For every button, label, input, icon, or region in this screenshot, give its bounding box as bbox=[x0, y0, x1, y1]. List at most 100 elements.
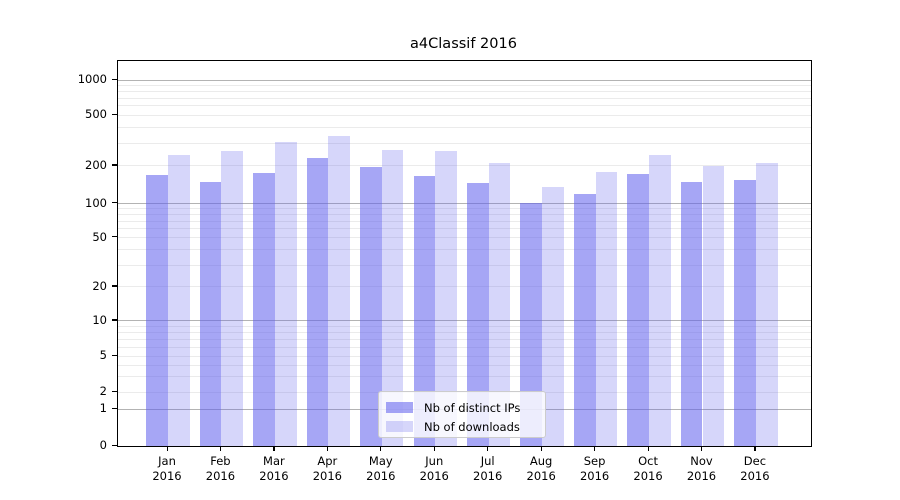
x-tick-mark bbox=[380, 446, 382, 451]
y-tick-mark bbox=[112, 164, 117, 166]
y-tick-label: 100 bbox=[85, 195, 107, 210]
gridline-minor bbox=[118, 214, 811, 216]
bar-nb-of-downloads-mar bbox=[274, 141, 297, 446]
y-tick-label: 10 bbox=[92, 312, 107, 327]
gridline-major bbox=[118, 320, 811, 322]
x-tick-mark bbox=[594, 446, 596, 451]
legend-entry-distinct-ips: Nb of distinct IPs bbox=[386, 398, 535, 417]
legend-swatch-distinct-ips bbox=[386, 402, 413, 413]
bar-nb-of-downloads-feb bbox=[221, 151, 244, 446]
gridline-minor bbox=[118, 220, 811, 222]
x-tick-mark bbox=[219, 446, 222, 451]
bar-nb-of-distinct-ips-jan bbox=[146, 174, 168, 446]
bar-nb-of-downloads-jan bbox=[168, 154, 190, 446]
gridline-minor bbox=[118, 375, 811, 377]
legend-entry-downloads: Nb of downloads bbox=[386, 417, 535, 436]
y-tick-mark bbox=[112, 444, 117, 446]
x-tick-mark bbox=[166, 446, 168, 451]
bar-nb-of-distinct-ips-feb bbox=[199, 181, 222, 446]
gridline-minor bbox=[118, 105, 811, 107]
gridline-minor bbox=[118, 84, 811, 86]
bar-nb-of-distinct-ips-sep bbox=[573, 193, 596, 446]
y-tick-mark bbox=[112, 354, 117, 356]
y-tick-label: 1 bbox=[99, 401, 107, 416]
y-tick-mark bbox=[112, 407, 117, 409]
y-tick-label: 2 bbox=[99, 384, 107, 399]
legend-swatch-downloads bbox=[386, 421, 413, 432]
x-tick-mark bbox=[701, 446, 703, 451]
y-tick-label: 200 bbox=[85, 157, 107, 172]
x-tick-label: Mar 2016 bbox=[259, 454, 289, 483]
bar-nb-of-downloads-jun bbox=[435, 151, 457, 446]
x-tick-mark bbox=[754, 446, 756, 451]
bar-nb-of-distinct-ips-oct bbox=[627, 174, 650, 446]
y-tick-label: 0 bbox=[99, 438, 107, 452]
gridline-minor bbox=[118, 264, 811, 266]
x-tick-label: Oct 2016 bbox=[633, 454, 663, 483]
x-tick-mark bbox=[540, 446, 542, 451]
gridline-minor bbox=[118, 237, 811, 239]
x-tick-mark bbox=[487, 446, 489, 451]
y-tick-label: 20 bbox=[92, 278, 107, 293]
y-tick-label: 5 bbox=[99, 348, 107, 363]
legend-label-distinct-ips: Nb of distinct IPs bbox=[424, 400, 521, 415]
x-tick-label: Aug 2016 bbox=[526, 454, 556, 483]
gridline-minor bbox=[118, 364, 811, 366]
bar-nb-of-downloads-aug bbox=[542, 187, 564, 446]
gridline-minor bbox=[118, 338, 811, 340]
gridline-minor bbox=[118, 346, 811, 348]
x-tick-label: Apr 2016 bbox=[312, 454, 342, 483]
y-tick-mark bbox=[112, 78, 117, 80]
bar-nb-of-downloads-jul bbox=[488, 163, 511, 446]
y-tick-mark bbox=[112, 319, 117, 321]
x-tick-label: May 2016 bbox=[366, 454, 396, 483]
plot-area bbox=[117, 60, 812, 447]
x-tick-mark bbox=[273, 446, 275, 451]
x-tick-label: Dec 2016 bbox=[740, 454, 770, 483]
bar-nb-of-downloads-nov bbox=[702, 166, 725, 446]
gridline-minor bbox=[118, 228, 811, 230]
x-tick-mark bbox=[326, 446, 329, 451]
gridline-minor bbox=[118, 286, 811, 288]
x-tick-label: Jan 2016 bbox=[152, 454, 182, 483]
gridline-major bbox=[118, 203, 811, 205]
gridline-minor bbox=[118, 97, 811, 99]
bar-nb-of-distinct-ips-mar bbox=[253, 173, 275, 446]
bar-nb-of-downloads-sep bbox=[595, 171, 618, 446]
bar-nb-of-downloads-dec bbox=[755, 163, 778, 446]
x-tick-mark bbox=[647, 446, 649, 451]
bar-nb-of-distinct-ips-dec bbox=[734, 179, 756, 446]
gridline-minor bbox=[118, 126, 811, 128]
bar-nb-of-distinct-ips-apr bbox=[306, 158, 329, 446]
bar-nb-of-distinct-ips-jul bbox=[467, 183, 489, 446]
gridline-minor bbox=[118, 355, 811, 357]
y-tick-mark bbox=[112, 285, 117, 287]
gridline-minor bbox=[118, 208, 811, 210]
y-tick-mark bbox=[112, 390, 117, 392]
y-tick-label: 50 bbox=[92, 229, 107, 244]
bar-nb-of-distinct-ips-may bbox=[360, 167, 382, 446]
gridline-minor bbox=[118, 249, 811, 251]
y-tick-mark bbox=[112, 202, 117, 204]
bar-nb-of-downloads-apr bbox=[328, 135, 351, 446]
y-tick-label: 1000 bbox=[77, 72, 107, 87]
gridline-minor bbox=[118, 325, 811, 327]
gridline-major bbox=[118, 79, 811, 81]
bar-nb-of-distinct-ips-nov bbox=[680, 181, 703, 446]
legend-label-downloads: Nb of downloads bbox=[424, 419, 520, 434]
gridline-minor bbox=[118, 165, 811, 167]
gridline-minor bbox=[118, 114, 811, 116]
bar-nb-of-distinct-ips-aug bbox=[520, 202, 543, 446]
gridline-minor bbox=[118, 142, 811, 144]
y-tick-mark bbox=[112, 113, 117, 115]
x-tick-mark bbox=[433, 446, 435, 451]
x-tick-label: Nov 2016 bbox=[686, 454, 717, 483]
bar-nb-of-distinct-ips-jun bbox=[413, 176, 436, 446]
bar-nb-of-downloads-may bbox=[381, 150, 404, 446]
x-tick-label: Sep 2016 bbox=[579, 454, 610, 483]
y-tick-label: 500 bbox=[85, 107, 107, 121]
y-tick-mark bbox=[112, 236, 117, 238]
x-tick-label: Jul 2016 bbox=[473, 454, 503, 483]
chart-title: a4Classif 2016 bbox=[410, 36, 517, 52]
